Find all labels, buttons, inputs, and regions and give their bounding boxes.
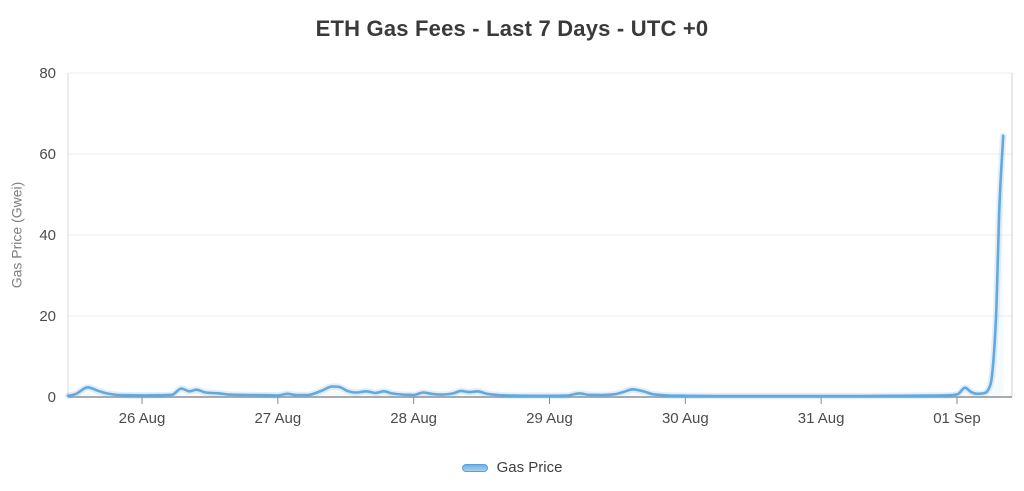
x-tick-label: 30 Aug [662,410,709,427]
x-tick-label: 26 Aug [119,410,166,427]
gas-price-line-chart[interactable]: 0 20 40 60 80 26 Aug 27 Aug 28 Aug 29 Aug 30 Aug 3… [0,0,1024,445]
y-tick-label: 60 [39,146,56,163]
x-tick-label: 31 Aug [798,410,845,427]
legend-label: Gas Price [496,459,563,476]
y-tick-label: 80 [39,65,56,82]
legend-item-gas-price[interactable]: Gas Price [461,459,563,476]
legend-line-swatch-icon [461,463,488,472]
x-tick-label: 29 Aug [526,410,573,427]
series-line-gas-price[interactable] [66,134,1005,398]
series-area-fill [68,135,1004,398]
y-tick-label: 0 [48,389,56,406]
series-line-glow [64,132,1007,400]
x-tick-label: 28 Aug [390,410,437,427]
x-tick-label: 01 Sep [933,410,981,427]
chart-title: ETH Gas Fees - Last 7 Days - UTC +0 [315,16,709,41]
x-tick-label: 27 Aug [254,410,301,427]
y-tick-label: 20 [39,308,56,325]
y-tick-label: 40 [39,227,56,244]
legend: Gas Price [0,459,1024,476]
